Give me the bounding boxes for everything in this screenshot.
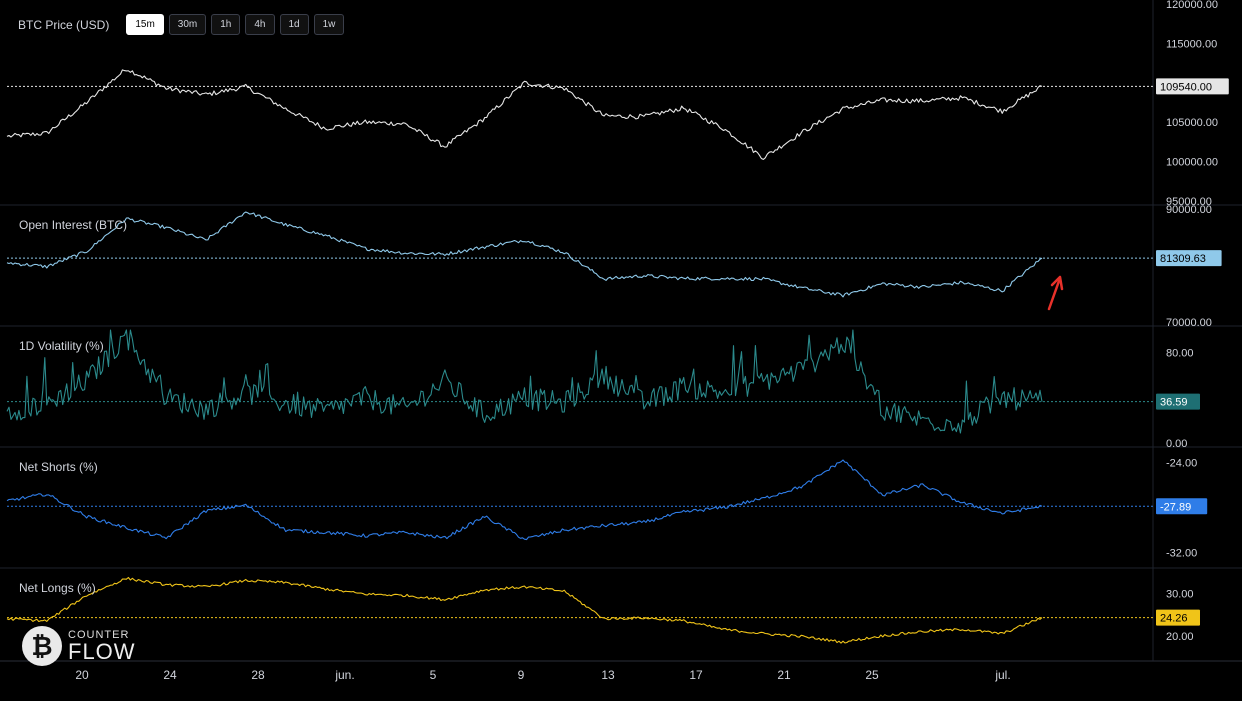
x-axis-label: 28	[251, 668, 265, 682]
price-y-tick-label: 105000.00	[1166, 117, 1218, 129]
red-arrow-icon	[1047, 279, 1061, 311]
volatility-title: 1D Volatility (%)	[19, 339, 104, 353]
timeframe-1w-button[interactable]: 1w	[313, 14, 345, 35]
price-last-value-badge	[1156, 78, 1229, 95]
net_shorts-last-value-label: -27.89	[1160, 501, 1191, 513]
net_longs-series-line	[6, 576, 1043, 644]
x-axis-label: 5	[430, 668, 437, 682]
x-axis-label: 20	[75, 668, 89, 682]
x-axis-label: 13	[601, 668, 615, 682]
volatility-series-line	[6, 329, 1043, 434]
open_interest-y-tick-label: 70000.00	[1166, 317, 1212, 329]
volatility-last-value-label: 36.59	[1160, 397, 1188, 409]
price-y-tick-label: 100000.00	[1166, 157, 1218, 169]
price-last-value-label: 109540.00	[1160, 81, 1212, 93]
net_longs-last-value-label: 24.26	[1160, 613, 1188, 625]
toolbar: BTC Price (USD) 15m 30m 1h 4h 1d 1w	[18, 14, 345, 35]
x-axis-label: jul.	[994, 668, 1010, 682]
logo-line1: COUNTER	[68, 628, 130, 641]
net_shorts-series-line	[6, 459, 1043, 541]
price-y-tick-label: 95000.00	[1166, 196, 1212, 208]
red-arrow-head-icon	[1050, 275, 1064, 291]
volatility-y-tick-label: 0.00	[1166, 438, 1187, 450]
timeframe-1d-button[interactable]: 1d	[279, 14, 309, 35]
x-axis-label: jun.	[334, 668, 354, 682]
net_longs-last-value-badge	[1156, 609, 1200, 626]
x-axis-label: 17	[689, 668, 703, 682]
bitcoin-icon: ₿	[22, 626, 62, 666]
chart-title: BTC Price (USD)	[18, 17, 110, 32]
open_interest-series-line	[6, 211, 1043, 298]
price-y-tick-label: 115000.00	[1166, 38, 1217, 50]
net_longs-y-tick-label: 20.00	[1166, 631, 1194, 643]
x-axis-label: 24	[163, 668, 177, 682]
open_interest-last-value-label: 81309.63	[1160, 253, 1206, 265]
timeframe-4h-button[interactable]: 4h	[245, 14, 275, 35]
net_shorts-last-value-badge	[1156, 498, 1208, 515]
volatility-last-value-badge	[1156, 393, 1200, 410]
net_longs-y-tick-label: 30.00	[1166, 588, 1194, 600]
price-series-line	[6, 69, 1043, 160]
timeframe-15m-button[interactable]: 15m	[126, 14, 164, 35]
counterflow-logo: ₿ COUNTER FLOW	[22, 626, 136, 666]
x-axis-label: 21	[777, 668, 791, 682]
net_shorts-y-tick-label: -24.00	[1166, 457, 1197, 469]
net_shorts-y-tick-label: -32.00	[1166, 548, 1197, 560]
logo-line2: FLOW	[68, 638, 136, 664]
volatility-y-tick-label: 80.00	[1166, 348, 1194, 360]
open_interest-y-tick-label: 90000.00	[1166, 204, 1212, 216]
open-interest-title: Open Interest (BTC)	[19, 218, 128, 232]
timeframe-30m-button[interactable]: 30m	[168, 14, 207, 35]
net-longs-title: Net Longs (%)	[19, 581, 96, 595]
price-y-tick-label: 120000.00	[1166, 0, 1218, 11]
net-shorts-title: Net Shorts (%)	[19, 460, 98, 474]
x-axis-label: 9	[518, 668, 525, 682]
x-axis-label: 25	[865, 668, 879, 682]
open_interest-last-value-badge	[1156, 250, 1222, 267]
timeframe-1h-button[interactable]: 1h	[211, 14, 241, 35]
